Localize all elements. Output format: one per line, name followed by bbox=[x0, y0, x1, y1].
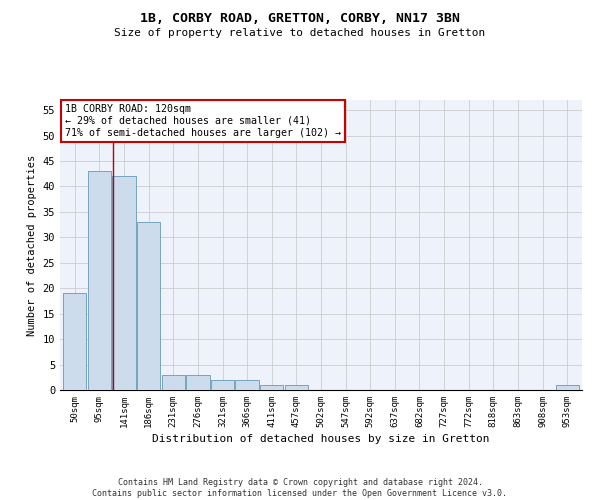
Bar bbox=[556, 385, 579, 390]
Y-axis label: Number of detached properties: Number of detached properties bbox=[27, 154, 37, 336]
Bar bbox=[260, 385, 283, 390]
Text: 1B CORBY ROAD: 120sqm
← 29% of detached houses are smaller (41)
71% of semi-deta: 1B CORBY ROAD: 120sqm ← 29% of detached … bbox=[65, 104, 341, 138]
Bar bbox=[112, 176, 136, 390]
Bar bbox=[235, 380, 259, 390]
Text: Size of property relative to detached houses in Gretton: Size of property relative to detached ho… bbox=[115, 28, 485, 38]
Bar bbox=[211, 380, 234, 390]
Bar bbox=[161, 374, 185, 390]
Text: 1B, CORBY ROAD, GRETTON, CORBY, NN17 3BN: 1B, CORBY ROAD, GRETTON, CORBY, NN17 3BN bbox=[140, 12, 460, 26]
Bar bbox=[186, 374, 209, 390]
Bar bbox=[88, 171, 111, 390]
Bar bbox=[284, 385, 308, 390]
X-axis label: Distribution of detached houses by size in Gretton: Distribution of detached houses by size … bbox=[152, 434, 490, 444]
Text: Contains HM Land Registry data © Crown copyright and database right 2024.
Contai: Contains HM Land Registry data © Crown c… bbox=[92, 478, 508, 498]
Bar bbox=[63, 294, 86, 390]
Bar bbox=[137, 222, 160, 390]
